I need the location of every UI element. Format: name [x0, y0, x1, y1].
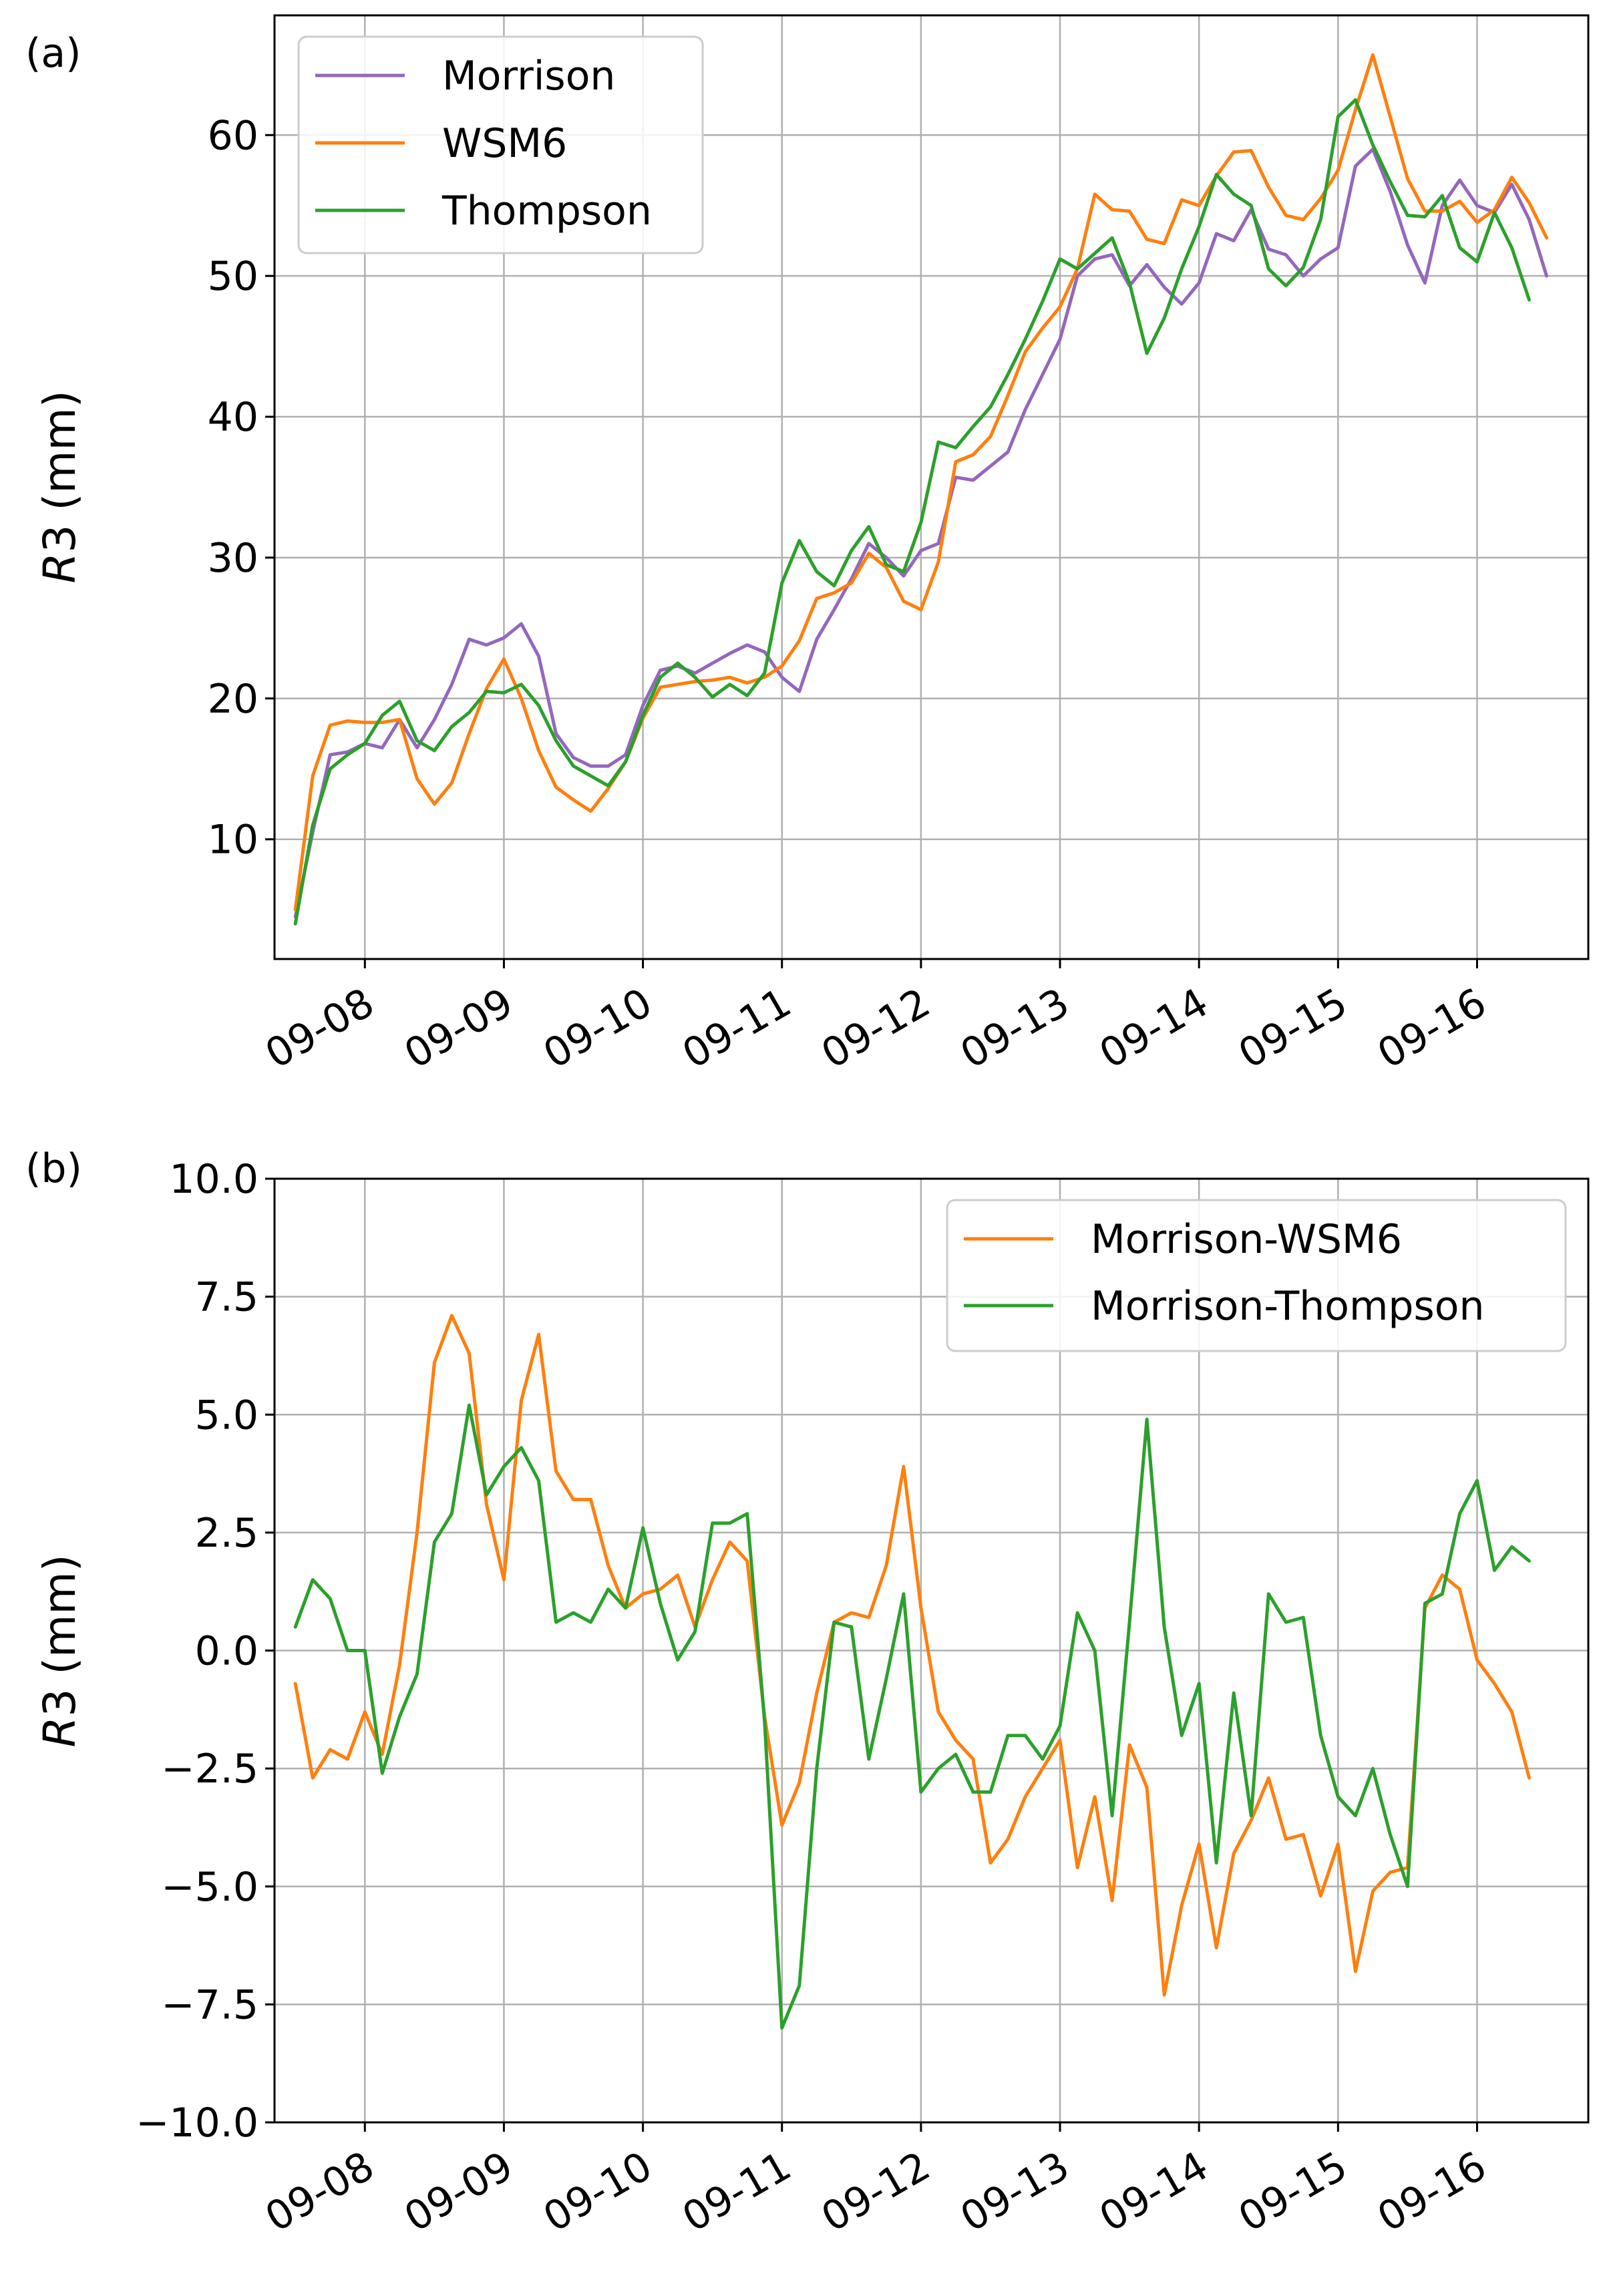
- panel-b-label: (b): [25, 1145, 82, 1192]
- panel-a-legend: Morrison WSM6 Thompson: [297, 35, 704, 254]
- series-line-morrison-wsm6: [293, 1314, 1531, 1997]
- legend-label-morrison-wsm6: Morrison-WSM6: [1091, 1216, 1402, 1263]
- y-tick-label: 2.5: [195, 1510, 258, 1557]
- legend-label-morrison: Morrison: [442, 53, 615, 100]
- y-tick-label: 40: [208, 394, 258, 441]
- panel-b-ylabel-var: R: [34, 1717, 85, 1748]
- y-tick-label: −5.0: [161, 1864, 258, 1911]
- y-tick-label: 0.0: [195, 1628, 258, 1675]
- panel-b-legend: Morrison-WSM6 Morrison-Thompson: [946, 1199, 1567, 1352]
- y-tick-label: 7.5: [195, 1274, 258, 1321]
- series-line-morrison: [293, 147, 1549, 919]
- series-line-morrison-thompson: [293, 1403, 1531, 2030]
- y-tick-label: 30: [208, 535, 258, 582]
- y-tick-label: 50: [208, 253, 258, 300]
- panel-b-series: [293, 1314, 1531, 2030]
- y-tick-label: 5.0: [195, 1392, 258, 1439]
- y-tick-label: 20: [208, 676, 258, 723]
- y-tick-label: 60: [208, 112, 258, 159]
- series-line-thompson: [293, 98, 1531, 926]
- legend-label-wsm6: WSM6: [442, 120, 567, 167]
- series-line-wsm6: [293, 53, 1549, 912]
- panel-a-axes-frame: [273, 14, 1590, 960]
- y-tick-label: −2.5: [161, 1746, 258, 1792]
- y-tick-label: 10: [208, 817, 258, 864]
- panel-b-legend-box: [946, 1199, 1567, 1352]
- legend-label-morrison-thompson: Morrison-Thompson: [1091, 1283, 1484, 1330]
- panel-a-label: (a): [25, 30, 81, 77]
- y-tick-label: 10.0: [169, 1156, 258, 1203]
- panel-b-ylabel: R3 (mm): [34, 1555, 85, 1748]
- y-tick-label: −10.0: [136, 2100, 258, 2146]
- y-tick-label: −7.5: [161, 1981, 258, 2028]
- panel-a-series: [293, 53, 1549, 926]
- panel-b-ylabel-unit: 3 (mm): [34, 1555, 85, 1717]
- panel-a-ylabel: R3 (mm): [34, 391, 85, 584]
- panel-a-legend-box: [297, 35, 704, 254]
- legend-label-thompson: Thompson: [441, 188, 652, 234]
- panel-a-ylabel-unit: 3 (mm): [34, 391, 85, 553]
- panel-a-ylabel-var: R: [34, 553, 85, 584]
